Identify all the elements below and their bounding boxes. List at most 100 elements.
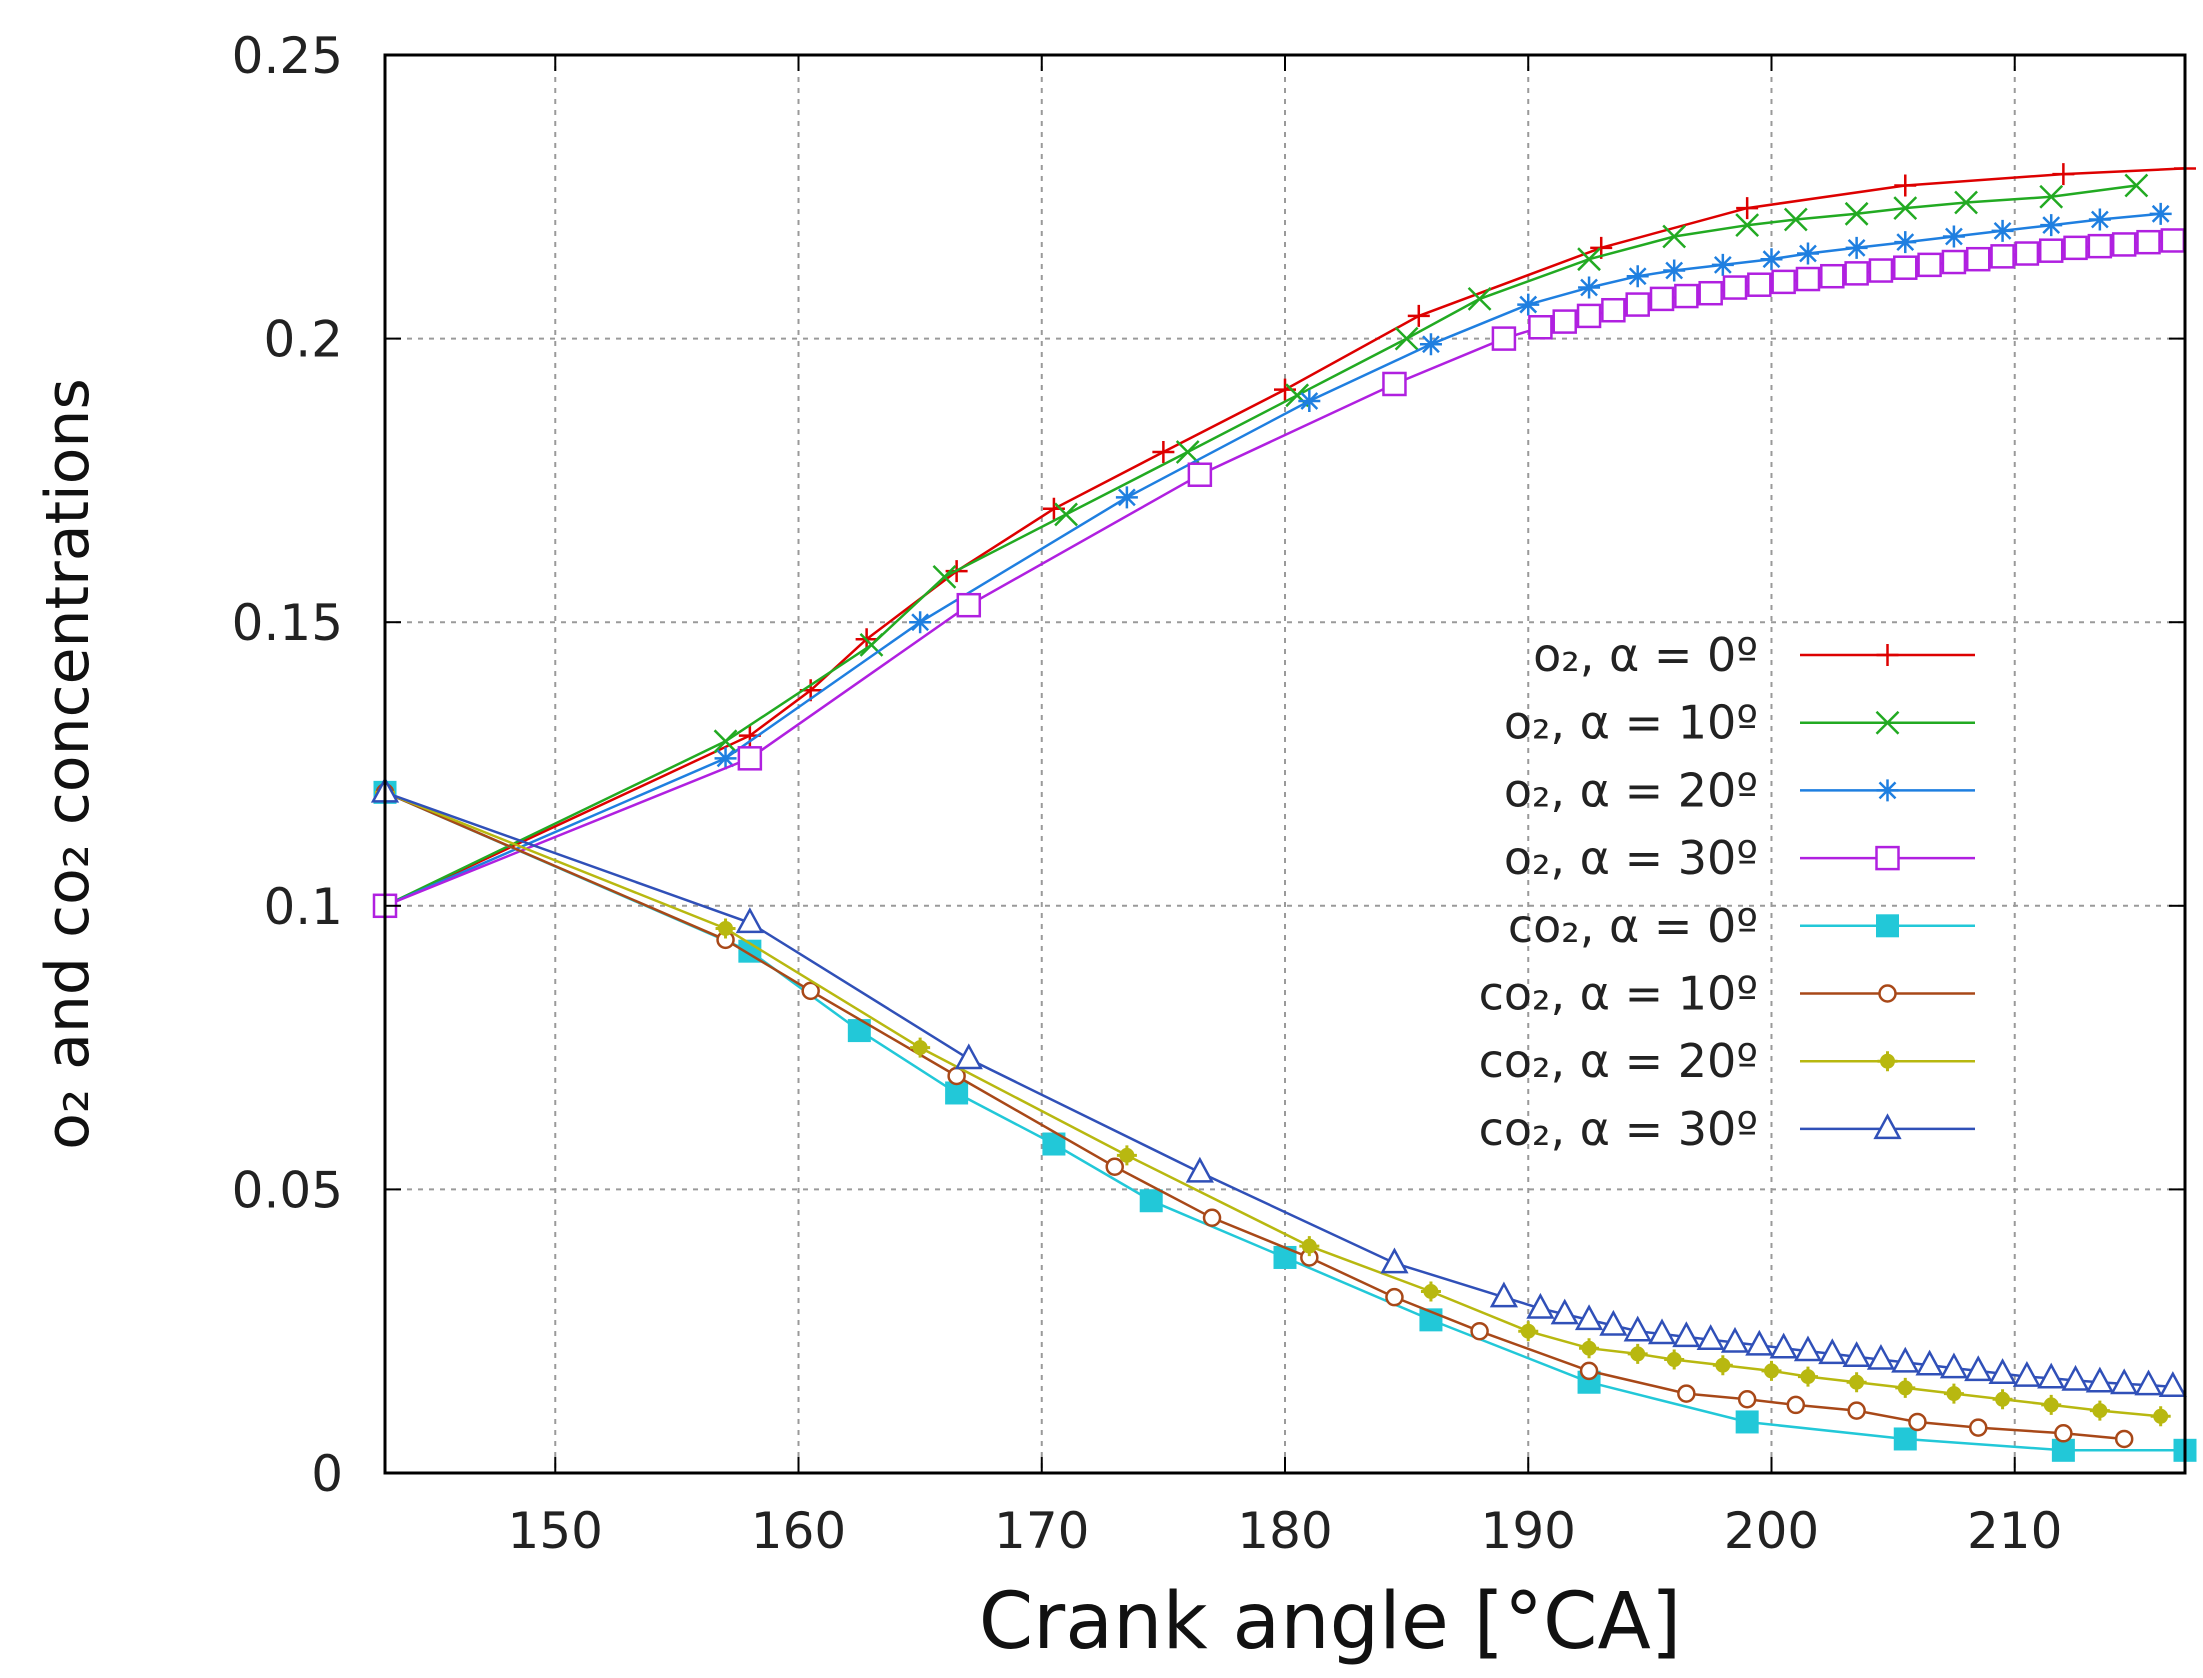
- data-point: [1599, 1309, 1628, 1336]
- data-point-arm: [1877, 1051, 1898, 1072]
- data-point: [2114, 1429, 2134, 1449]
- x-tick-label: 180: [1237, 1502, 1332, 1560]
- data-point: [1576, 303, 1602, 329]
- data-point: [1878, 984, 1897, 1003]
- data-point: [909, 611, 932, 634]
- series-line: [384, 167, 2186, 907]
- legend-label: co₂, α = 20º: [1479, 1034, 1758, 1088]
- data-point: [1722, 275, 1748, 300]
- data-point: [1842, 1341, 1871, 1367]
- data-point: [1382, 371, 1407, 397]
- legend-label: o₂, α = 0º: [1533, 628, 1758, 682]
- data-point-arm: [1761, 1360, 1782, 1381]
- data-point: [1491, 326, 1517, 351]
- data-point: [1893, 1427, 1917, 1451]
- data-point: [1663, 259, 1686, 282]
- data-point: [2160, 228, 2186, 253]
- data-point: [2014, 241, 2040, 266]
- data-point: [1394, 326, 1419, 351]
- data-point: [956, 592, 982, 618]
- legend-entry-8: co₂, α = 30º: [1479, 1102, 1975, 1156]
- data-point: [1894, 174, 1917, 197]
- data-point: [2088, 208, 2111, 231]
- legend-entry-2: o₂, α = 10º: [1504, 696, 1975, 750]
- data-point: [737, 746, 763, 771]
- data-point: [1139, 1189, 1163, 1213]
- data-point: [1711, 253, 1734, 276]
- data-point: [1152, 441, 1175, 464]
- data-point: [1968, 1418, 1988, 1437]
- data-point: [1674, 283, 1699, 309]
- legend-label: o₂, α = 10º: [1504, 696, 1758, 750]
- data-point: [1844, 201, 1869, 226]
- data-point-arm: [1712, 1355, 1733, 1376]
- data-point-arm: [2041, 1394, 2062, 1415]
- data-point: [2054, 1424, 2073, 1443]
- x-tick-label: 160: [751, 1502, 846, 1560]
- data-point: [1875, 710, 1900, 735]
- data-point: [1574, 1304, 1604, 1331]
- y-tick-label: 0.25: [232, 27, 343, 85]
- y-tick-label: 0.2: [263, 311, 343, 369]
- series-5: [373, 780, 2197, 1462]
- legend-entry-4: o₂, α = 30º: [1504, 831, 1975, 885]
- data-point: [1517, 293, 1540, 316]
- legend-label: co₂, α = 30º: [1479, 1102, 1758, 1156]
- y-tick-label: 0.1: [263, 878, 343, 936]
- series-layer: [370, 157, 2197, 1462]
- data-point: [1187, 462, 1213, 487]
- data-point: [1298, 389, 1321, 412]
- data-point: [1528, 315, 1553, 340]
- data-point: [1470, 1321, 1489, 1341]
- data-point: [1579, 1361, 1599, 1381]
- data-point: [1467, 287, 1492, 311]
- data-point: [1601, 297, 1626, 323]
- data-point-arm: [1664, 1349, 1685, 1370]
- data-point: [2158, 1371, 2187, 1398]
- data-point: [945, 1081, 969, 1105]
- data-point: [1760, 248, 1783, 271]
- data-point: [1942, 225, 1965, 248]
- data-point: [2085, 1366, 2114, 1393]
- data-point: [1939, 1352, 1969, 1379]
- legend-entry-5: co₂, α = 0º: [1508, 899, 1975, 953]
- data-point: [1894, 231, 1917, 254]
- data-point: [1672, 1321, 1701, 1348]
- series-line: [384, 184, 2137, 907]
- data-point: [2038, 238, 2064, 263]
- data-point: [1054, 502, 1078, 527]
- data-point: [1818, 1338, 1847, 1365]
- data-point: [1747, 272, 1772, 297]
- data-point: [1941, 249, 1967, 275]
- data-point: [1866, 1343, 1896, 1370]
- data-point: [1795, 266, 1821, 292]
- data-point: [1845, 236, 1868, 259]
- data-point: [2124, 173, 2149, 198]
- data-point-arm: [2089, 1400, 2110, 1421]
- data-point: [1677, 1384, 1696, 1403]
- data-point: [1175, 440, 1200, 464]
- data-point: [1796, 242, 1819, 265]
- data-point: [1385, 1287, 1404, 1307]
- data-point: [1875, 845, 1900, 871]
- data-point: [1876, 914, 1899, 938]
- data-point: [1917, 252, 1942, 278]
- data-point-arm: [1895, 1377, 1916, 1398]
- x-tick-label: 150: [508, 1502, 603, 1560]
- y-tick-label: 0.15: [232, 594, 343, 652]
- x-tick-label: 210: [1967, 1502, 2062, 1560]
- data-point: [1735, 1410, 1759, 1434]
- data-point: [954, 1043, 983, 1070]
- x-tick-label: 190: [1481, 1502, 1576, 1560]
- data-point: [1526, 1292, 1555, 1319]
- data-point: [1577, 247, 1601, 272]
- data-point: [2012, 1360, 2041, 1387]
- data-point: [1844, 261, 1869, 286]
- data-point: [1745, 1329, 1774, 1356]
- data-point: [2149, 202, 2172, 225]
- data-point: [1735, 213, 1760, 238]
- data-point: [1647, 1318, 1677, 1345]
- data-point: [1625, 292, 1650, 317]
